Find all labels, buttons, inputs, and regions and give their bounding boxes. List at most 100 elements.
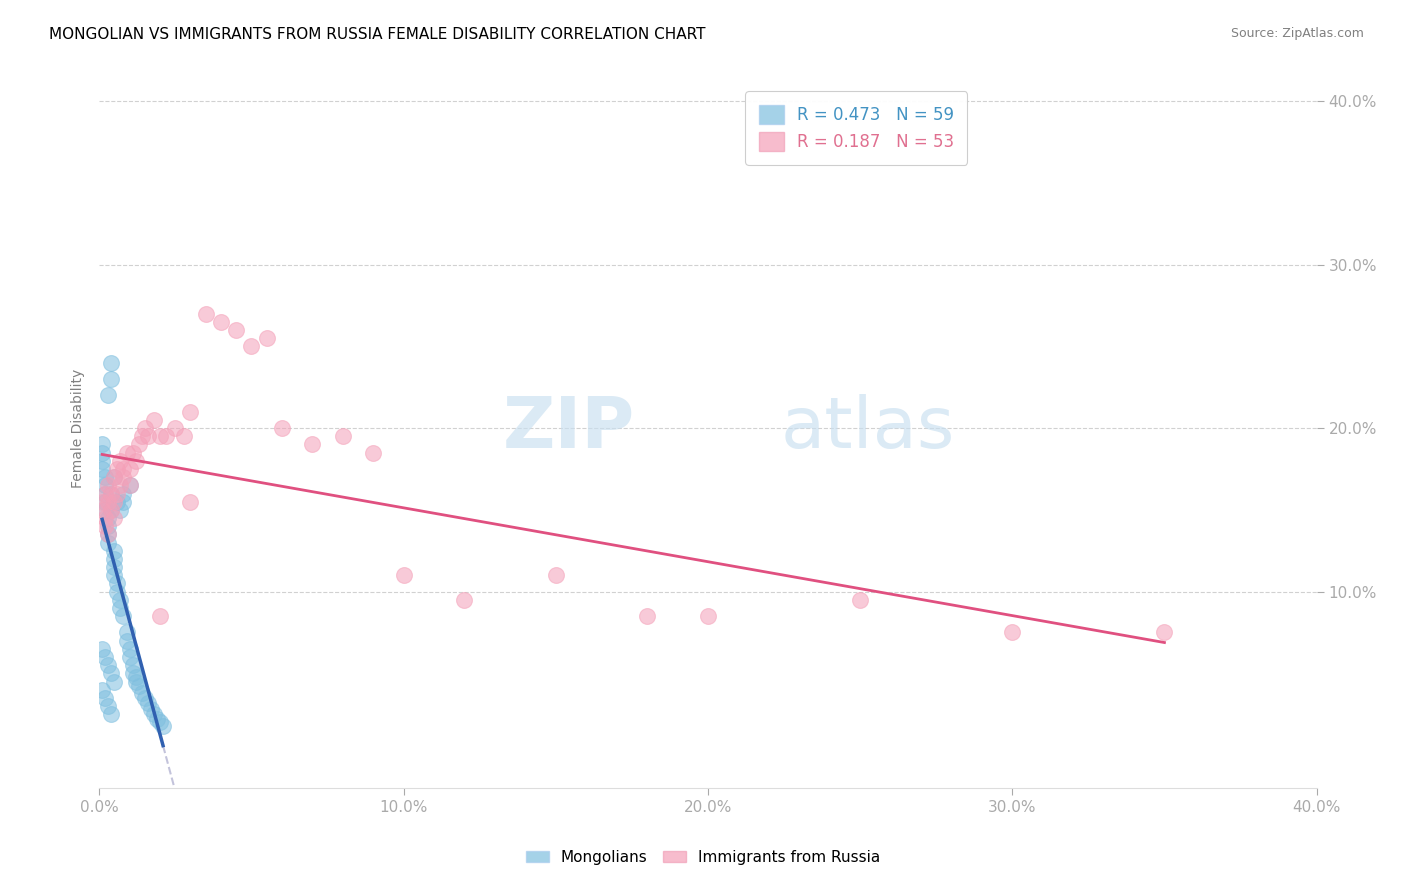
Point bbox=[97, 478, 120, 492]
Point bbox=[91, 641, 114, 656]
Point bbox=[105, 576, 128, 591]
Point bbox=[1153, 625, 1175, 640]
Point bbox=[105, 462, 128, 476]
Point bbox=[110, 503, 132, 517]
Point bbox=[142, 413, 165, 427]
Point bbox=[105, 584, 128, 599]
Point bbox=[165, 421, 187, 435]
Point bbox=[110, 592, 132, 607]
Point bbox=[270, 421, 292, 435]
Point bbox=[100, 666, 122, 681]
Legend: Mongolians, Immigrants from Russia: Mongolians, Immigrants from Russia bbox=[520, 844, 886, 871]
Point bbox=[103, 543, 125, 558]
Point bbox=[115, 445, 138, 459]
Text: atlas: atlas bbox=[780, 393, 955, 463]
Point bbox=[100, 356, 122, 370]
Point bbox=[134, 690, 156, 705]
Point bbox=[94, 650, 117, 665]
Point bbox=[94, 486, 117, 500]
Point bbox=[142, 707, 165, 722]
Point bbox=[100, 503, 122, 517]
Point bbox=[118, 641, 141, 656]
Y-axis label: Female Disability: Female Disability bbox=[72, 368, 86, 488]
Point bbox=[128, 680, 150, 694]
Point bbox=[100, 486, 122, 500]
Point bbox=[332, 429, 354, 443]
Point bbox=[94, 519, 117, 533]
Point bbox=[118, 478, 141, 492]
Point bbox=[103, 470, 125, 484]
Point bbox=[103, 674, 125, 689]
Point bbox=[97, 519, 120, 533]
Point bbox=[100, 503, 122, 517]
Point bbox=[112, 462, 135, 476]
Point bbox=[131, 686, 153, 700]
Point bbox=[149, 609, 172, 624]
Point bbox=[194, 307, 217, 321]
Point bbox=[361, 445, 384, 459]
Point bbox=[115, 633, 138, 648]
Legend: R = 0.473   N = 59, R = 0.187   N = 53: R = 0.473 N = 59, R = 0.187 N = 53 bbox=[745, 91, 967, 165]
Point bbox=[91, 682, 114, 697]
Point bbox=[97, 658, 120, 673]
Point bbox=[97, 535, 120, 549]
Point bbox=[94, 503, 117, 517]
Point bbox=[91, 437, 114, 451]
Point bbox=[209, 315, 232, 329]
Point bbox=[301, 437, 323, 451]
Point bbox=[110, 478, 132, 492]
Point bbox=[124, 454, 146, 468]
Point bbox=[136, 429, 159, 443]
Point bbox=[112, 609, 135, 624]
Point bbox=[103, 494, 125, 508]
Point bbox=[149, 429, 172, 443]
Point bbox=[131, 429, 153, 443]
Point bbox=[1001, 625, 1024, 640]
Point bbox=[134, 421, 156, 435]
Point bbox=[112, 486, 135, 500]
Point bbox=[91, 454, 114, 468]
Point bbox=[849, 592, 872, 607]
Point bbox=[100, 486, 122, 500]
Point bbox=[121, 445, 143, 459]
Point bbox=[115, 625, 138, 640]
Point bbox=[94, 690, 117, 705]
Point bbox=[100, 372, 122, 386]
Point bbox=[124, 674, 146, 689]
Point bbox=[103, 568, 125, 582]
Point bbox=[155, 429, 177, 443]
Point bbox=[94, 494, 117, 508]
Point bbox=[118, 650, 141, 665]
Point bbox=[256, 331, 278, 345]
Point bbox=[146, 712, 169, 726]
Point bbox=[103, 560, 125, 574]
Point bbox=[121, 666, 143, 681]
Point bbox=[696, 609, 718, 624]
Point bbox=[103, 552, 125, 566]
Point bbox=[179, 494, 201, 508]
Point bbox=[105, 494, 128, 508]
Point bbox=[91, 503, 114, 517]
Text: Source: ZipAtlas.com: Source: ZipAtlas.com bbox=[1230, 27, 1364, 40]
Point bbox=[136, 696, 159, 710]
Point bbox=[124, 670, 146, 684]
Point bbox=[112, 494, 135, 508]
Point bbox=[121, 658, 143, 673]
Point bbox=[240, 339, 263, 353]
Point bbox=[392, 568, 415, 582]
Point bbox=[97, 494, 120, 508]
Point bbox=[97, 388, 120, 402]
Point bbox=[91, 462, 114, 476]
Text: ZIP: ZIP bbox=[502, 393, 636, 463]
Point bbox=[100, 707, 122, 722]
Point bbox=[94, 511, 117, 525]
Point bbox=[179, 405, 201, 419]
Point bbox=[91, 445, 114, 459]
Point bbox=[453, 592, 475, 607]
Point bbox=[94, 478, 117, 492]
Text: MONGOLIAN VS IMMIGRANTS FROM RUSSIA FEMALE DISABILITY CORRELATION CHART: MONGOLIAN VS IMMIGRANTS FROM RUSSIA FEMA… bbox=[49, 27, 706, 42]
Point bbox=[91, 494, 114, 508]
Point bbox=[97, 511, 120, 525]
Point bbox=[544, 568, 567, 582]
Point bbox=[97, 699, 120, 714]
